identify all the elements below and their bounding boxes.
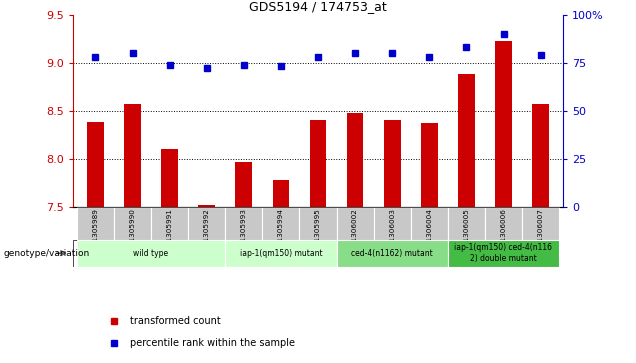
Bar [310, 120, 326, 207]
Bar [458, 74, 474, 207]
Bar [485, 207, 522, 240]
Text: GSM1305989: GSM1305989 [92, 208, 99, 257]
Bar [336, 240, 448, 267]
Text: GSM1305995: GSM1305995 [315, 208, 321, 257]
Text: GSM1306004: GSM1306004 [426, 208, 432, 257]
Bar [198, 205, 215, 207]
Bar [235, 162, 252, 207]
Bar [347, 113, 363, 207]
Text: GSM1305994: GSM1305994 [278, 208, 284, 257]
Text: ced-4(n1162) mutant: ced-4(n1162) mutant [351, 249, 433, 258]
Text: genotype/variation: genotype/variation [3, 249, 90, 258]
Bar [421, 123, 438, 207]
Bar [114, 207, 151, 240]
Bar [124, 104, 141, 207]
Text: iap-1(qm150) mutant: iap-1(qm150) mutant [240, 249, 322, 258]
Text: GSM1306002: GSM1306002 [352, 208, 358, 257]
Bar [495, 41, 512, 207]
Bar [336, 207, 374, 240]
Bar [522, 207, 559, 240]
Text: GSM1306007: GSM1306007 [537, 208, 544, 257]
Text: wild type: wild type [134, 249, 169, 258]
Bar [374, 207, 411, 240]
Bar [448, 207, 485, 240]
Title: GDS5194 / 174753_at: GDS5194 / 174753_at [249, 0, 387, 13]
Bar [77, 207, 114, 240]
Bar [263, 207, 300, 240]
Bar [300, 207, 336, 240]
Text: GSM1305991: GSM1305991 [167, 208, 172, 257]
Bar [77, 240, 225, 267]
Text: GSM1306006: GSM1306006 [501, 208, 506, 257]
Text: GSM1305990: GSM1305990 [130, 208, 135, 257]
Bar [151, 207, 188, 240]
Text: GSM1306003: GSM1306003 [389, 208, 395, 257]
Bar [384, 120, 401, 207]
Text: GSM1305992: GSM1305992 [204, 208, 210, 257]
Bar [225, 207, 263, 240]
Bar [448, 240, 559, 267]
Bar [87, 122, 104, 207]
Bar [162, 149, 178, 207]
Text: percentile rank within the sample: percentile rank within the sample [130, 338, 295, 348]
Bar [532, 104, 549, 207]
Text: GSM1305993: GSM1305993 [241, 208, 247, 257]
Text: iap-1(qm150) ced-4(n116
2) double mutant: iap-1(qm150) ced-4(n116 2) double mutant [455, 244, 553, 263]
Text: transformed count: transformed count [130, 316, 221, 326]
Bar [411, 207, 448, 240]
Bar [273, 180, 289, 207]
Text: GSM1306005: GSM1306005 [464, 208, 469, 257]
Bar [225, 240, 336, 267]
Bar [188, 207, 225, 240]
